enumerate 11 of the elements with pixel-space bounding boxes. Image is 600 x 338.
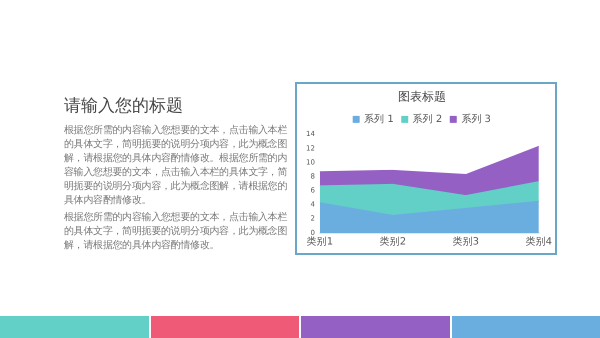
text: 根据您所需的内容输入您想要的文本，点击输入本栏的具体文字，简明扼要的说明分项内容，此为概念图解，请根据您的具体内容酌情修改。 xyxy=(64,211,288,253)
text: 根据您所需的内容输入您想要的文本，点击输入本栏的具体文字，简明扼要的说明分项内容，此为概念图解，请根据您的具体内容酌情修改。根据您所需的内容输入您想要的文本，点击输入本栏的具体文字，简明扼要的说明分项内容，此为概念图解，请根据您的具体内容酌情修改。 xyxy=(64,124,288,208)
x-tick-label: 类别4 xyxy=(526,236,552,248)
legend-label: 系列 3 xyxy=(461,112,491,125)
text: 请输入您的标题 xyxy=(64,95,183,117)
x-tick-label: 类别3 xyxy=(452,236,480,248)
legend-label: 系列 1 xyxy=(364,112,394,125)
x-tick-label: 类别2 xyxy=(380,236,406,248)
x-tick-label: 类别1 xyxy=(306,236,334,248)
legend-label: 系列 2 xyxy=(412,112,442,125)
chart-title: 图表标题 xyxy=(398,89,446,104)
